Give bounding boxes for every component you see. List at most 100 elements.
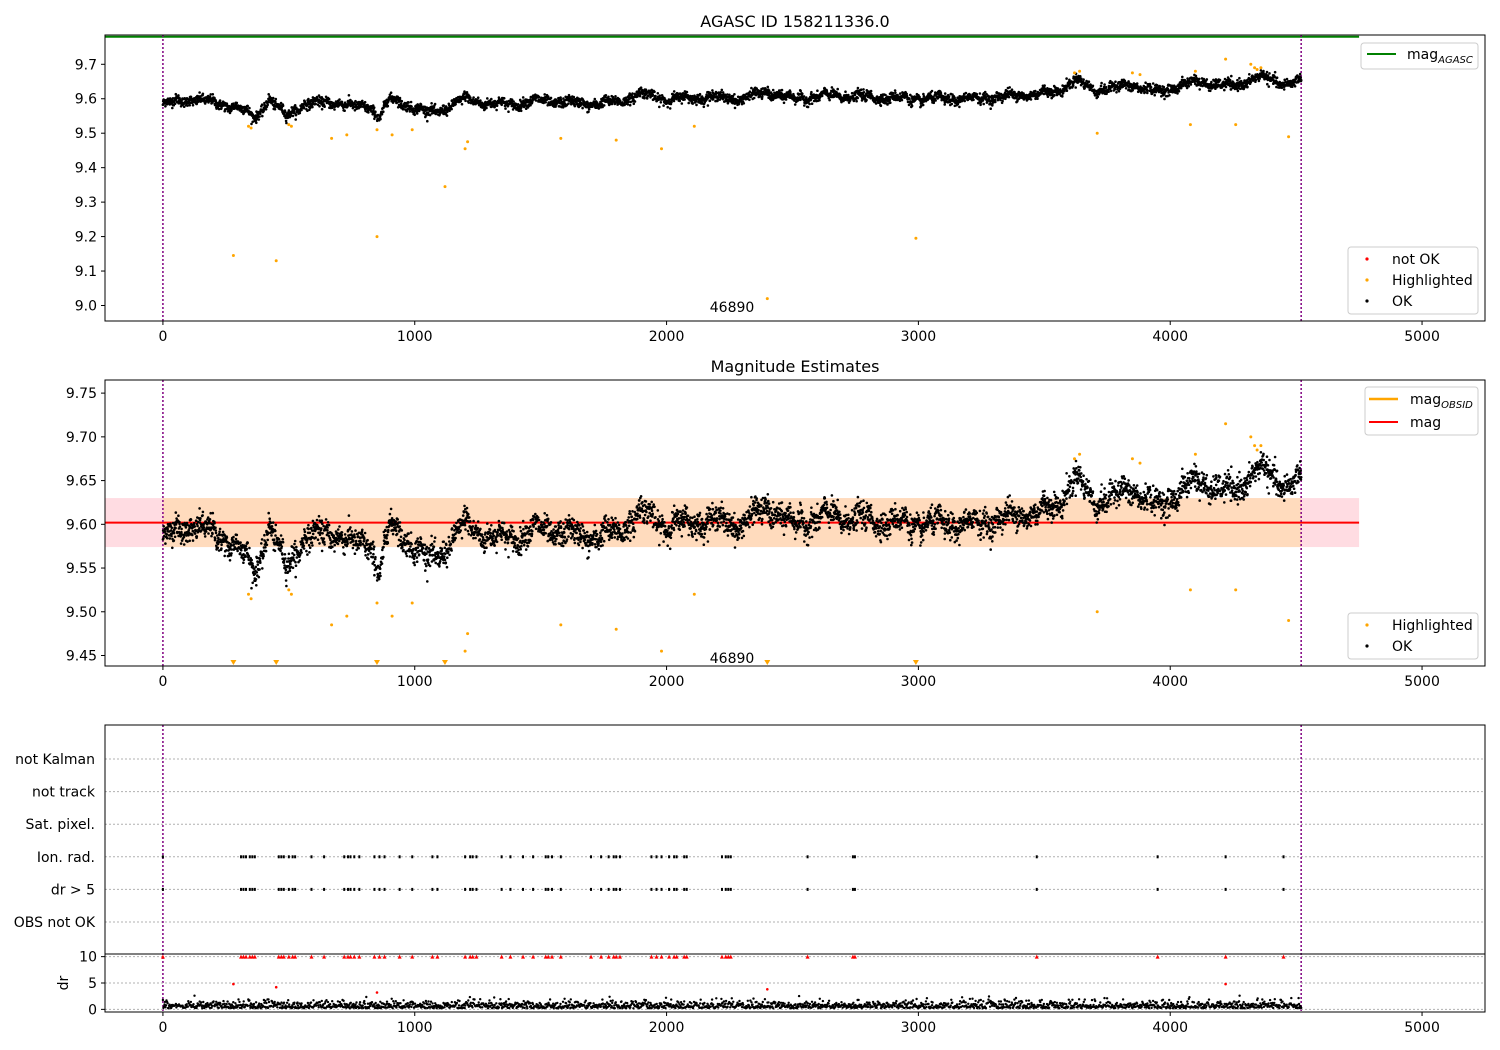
ok-point: [479, 99, 482, 102]
ok-point: [1168, 94, 1171, 97]
ok-point: [881, 95, 884, 99]
ok-point: [1109, 89, 1113, 93]
ok-point: [363, 100, 367, 104]
ok-point: [415, 112, 419, 115]
ok-point: [302, 107, 306, 110]
ok-point: [220, 543, 223, 547]
highlighted-point: [289, 124, 293, 128]
ok-point: [943, 92, 947, 95]
ok-point: [1210, 80, 1213, 84]
ok-point: [180, 527, 183, 531]
ok-point: [454, 102, 457, 106]
ok-point: [419, 103, 423, 106]
ok-point: [742, 102, 746, 105]
ok-point: [1149, 85, 1153, 89]
ok-point: [193, 521, 196, 525]
ok-point: [162, 537, 165, 540]
ok-point: [211, 93, 215, 96]
ok-point: [836, 87, 839, 91]
ok-point: [315, 95, 319, 99]
ok-point: [413, 113, 417, 117]
ok-point: [1177, 89, 1181, 93]
ok-point: [213, 521, 216, 525]
x-tick-label: 1000: [397, 329, 433, 345]
panel-agasc-ok-points: [161, 69, 1303, 126]
ok-point: [683, 98, 686, 101]
panel-agasc-legend-lines: magAGASC: [1360, 42, 1479, 70]
ok-point: [450, 99, 454, 102]
ok-point: [806, 105, 810, 109]
ok-point: [264, 108, 268, 111]
ok-point: [363, 103, 366, 106]
ok-point: [178, 522, 181, 526]
ok-point: [907, 103, 911, 107]
ok-point: [180, 530, 183, 534]
ok-point: [810, 90, 813, 94]
ok-point: [829, 91, 832, 95]
ok-point: [221, 530, 225, 534]
ok-point: [254, 114, 258, 117]
highlighted-point: [231, 254, 235, 257]
ok-point: [1153, 93, 1156, 97]
ok-point: [865, 98, 868, 102]
ok-point: [891, 91, 895, 95]
ok-point: [820, 94, 824, 98]
ok-point: [320, 107, 324, 111]
ok-point: [232, 535, 235, 539]
ok-point: [211, 532, 214, 535]
highlighted-point: [1249, 62, 1253, 66]
legend-not-ok-label: not OK: [1392, 252, 1440, 268]
ok-point: [244, 544, 248, 548]
ok-point: [898, 92, 902, 95]
ok-point: [602, 104, 606, 107]
ok-point: [654, 94, 657, 98]
x-tick-label: 3000: [901, 329, 937, 345]
ok-point: [1061, 95, 1064, 98]
ok-point: [460, 102, 464, 106]
ok-point: [259, 112, 262, 116]
ok-point: [1236, 78, 1239, 82]
ok-point: [1230, 74, 1233, 78]
highlighted-point: [1073, 71, 1076, 75]
y-tick-label: 9.0: [75, 298, 97, 314]
ok-point: [1061, 92, 1065, 95]
ok-point: [432, 106, 436, 109]
ok-point: [204, 530, 208, 533]
ok-point: [1228, 78, 1232, 82]
ok-point: [1115, 91, 1118, 94]
ok-point: [678, 99, 682, 103]
ok-point: [500, 103, 504, 107]
ok-point: [174, 526, 177, 530]
ok-point: [862, 88, 865, 91]
ok-point: [228, 559, 232, 562]
ok-point: [543, 93, 546, 96]
ok-point: [409, 100, 413, 104]
legend-highlighted-label: Highlighted: [1392, 273, 1473, 289]
ok-point: [1107, 90, 1110, 93]
ok-point: [1223, 88, 1226, 92]
ok-point: [593, 97, 597, 101]
ok-point: [1065, 77, 1068, 80]
ok-point: [218, 533, 222, 537]
ok-point: [433, 102, 437, 106]
ok-point: [367, 111, 370, 114]
ok-point: [347, 94, 351, 97]
ok-point: [495, 108, 498, 112]
ok-point: [260, 542, 263, 545]
ok-point: [638, 94, 642, 98]
ok-point: [844, 90, 847, 93]
ok-point: [1189, 83, 1193, 86]
ok-point: [643, 96, 646, 100]
ok-point: [172, 539, 176, 542]
ok-point: [1266, 82, 1269, 86]
ok-point: [179, 542, 183, 545]
ok-point: [448, 109, 451, 113]
ok-point: [1096, 95, 1100, 99]
ok-point: [259, 561, 262, 564]
ok-point: [572, 95, 576, 99]
ok-point: [856, 96, 859, 100]
ok-point: [251, 564, 255, 568]
ok-point: [388, 93, 392, 96]
ok-point: [230, 552, 233, 555]
ok-point: [266, 100, 270, 104]
